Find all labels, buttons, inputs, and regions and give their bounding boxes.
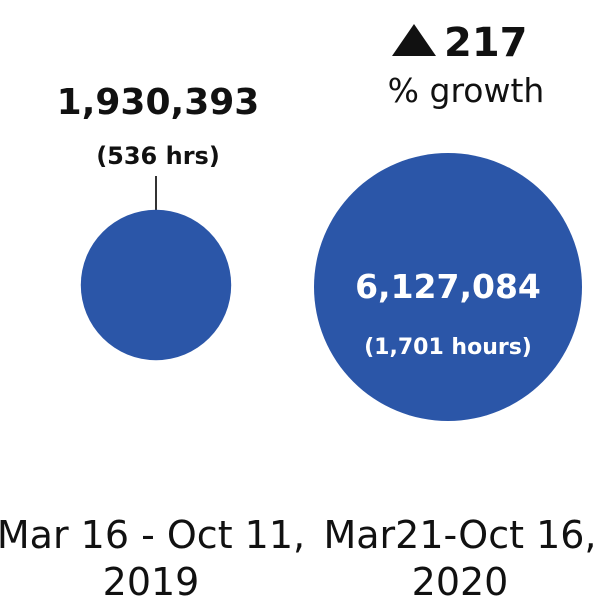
growth-indicator: 217 % growth — [388, 20, 545, 110]
bubble-2019 — [80, 209, 232, 361]
bubble-group-2020: 6,127,084 (1,701 hours) Mar21-Oct 16, 20… — [314, 153, 597, 604]
period-label-2020-line2: 2020 — [412, 560, 509, 604]
hours-label-2019: (536 hrs) — [96, 142, 220, 170]
bubble-group-2019: 1,930,393 (536 hrs) Mar 16 - Oct 11, 201… — [0, 82, 305, 604]
period-label-2019-line1: Mar 16 - Oct 11, — [0, 513, 305, 557]
triangle-up-icon — [392, 24, 436, 56]
value-label-2020: 6,127,084 — [355, 267, 541, 306]
growth-label: % growth — [388, 71, 545, 110]
period-label-2020-line1: Mar21-Oct 16, — [323, 513, 596, 557]
value-label-2019: 1,930,393 — [57, 82, 260, 123]
hours-label-2020: (1,701 hours) — [364, 335, 532, 360]
period-label-2019-line2: 2019 — [103, 560, 200, 604]
growth-value: 217 — [444, 20, 528, 66]
bubble-2020 — [314, 153, 582, 421]
